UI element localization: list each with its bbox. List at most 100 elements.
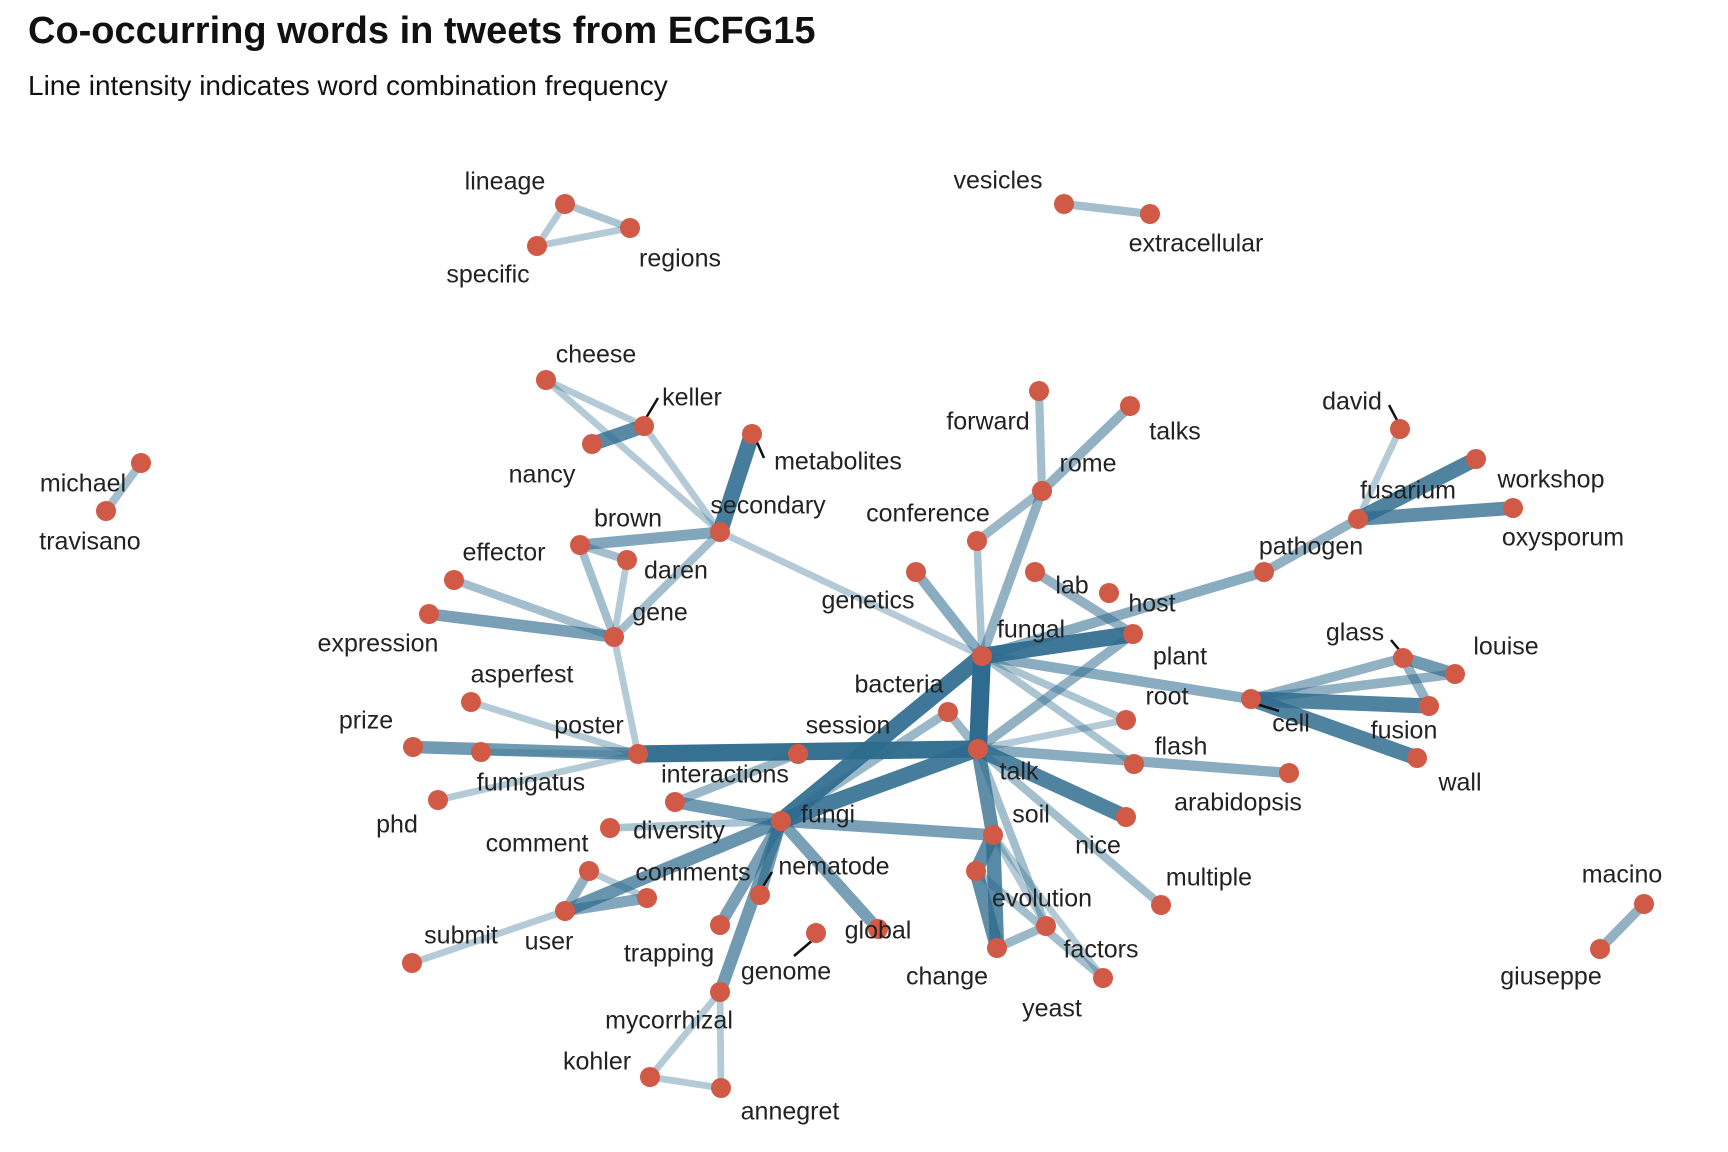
edge-forward-rome [1034,390,1047,492]
edge-rome-talks [1038,402,1134,495]
node-label-vesicles: vesicles [954,167,1043,195]
edge-comment-comments [587,867,649,902]
edge-fungal-root [980,652,1128,724]
node-root [1116,710,1136,730]
node-label-lineage: lineage [465,168,546,196]
edge-fungal-genetics [911,568,987,660]
node-label-david: david [1322,388,1382,416]
edge-talk-poster [637,740,979,763]
node-host [1123,624,1143,644]
node-label-fungal: fungal [997,616,1065,644]
edge-prize-poster [412,740,639,761]
node-label-travisano: travisano [39,528,140,556]
node-glass [1393,648,1413,668]
node-label-daren: daren [644,557,708,585]
node-poster [628,744,648,764]
node-label-nematode: nematode [778,853,889,881]
label-layer: lineage specific regions vesicles extracellu… [39,167,1662,1126]
node-user [555,901,575,921]
node-label-macino: macino [1582,861,1663,889]
node-interactions [665,792,685,812]
edge-interactions-session [673,749,800,807]
node-label-mycorrhizal: mycorrhizal [605,1007,733,1035]
node-label-conference: conference [866,500,990,528]
node-lineage [555,194,575,214]
edge-fungi-talk [778,741,981,829]
node-louise [1445,664,1465,684]
node-macino [1634,894,1654,914]
edge-talk-factors [974,747,1050,928]
node-label-oxysporum: oxysporum [1502,524,1624,552]
node-label-poster: poster [554,712,623,740]
node-nancy [582,434,602,454]
node-session [788,744,808,764]
node-workshop [1466,449,1486,469]
node-annegret [711,1078,731,1098]
node-label-expression: expression [318,630,439,658]
node-extracellular [1140,204,1160,224]
edge-brown-gene [576,543,618,639]
node-label-phd: phd [376,811,418,839]
node-metabolites [742,424,762,444]
edge-lineage-regions [563,200,632,232]
node-label-session: session [806,712,891,740]
edge-keller-secondary [641,424,723,534]
node-label-giuseppe: giuseppe [1500,963,1601,991]
node-label-factors: factors [1063,936,1138,964]
edge-fusarium-workshop [1354,452,1480,526]
node-oxysporum [1503,498,1523,518]
node-label-comment: comment [486,830,589,858]
edge-fungal-pathogen [980,567,1266,661]
edge-secondary-fungal [718,528,984,660]
edge-kohler-annegret [649,1073,722,1092]
node-label-fungi: fungi [801,801,855,829]
edge-soil-yeast [990,832,1106,981]
node-label-glass: glass [1326,619,1384,647]
edge-user-comments [564,892,648,917]
node-label-diversity: diversity [633,817,725,845]
node-label-comments: comments [635,859,750,887]
node-arabidopsis [1279,763,1299,783]
edge-asperfest-poster [469,698,640,758]
edge-fungal-flash [979,652,1137,768]
node-wall [1407,748,1427,768]
edge-cheese-keller [544,376,646,430]
node-label-extracellular: extracellular [1129,230,1264,258]
node-trapping [710,915,730,935]
node-plant [1099,583,1119,603]
edge-fungi-trapping [714,818,787,928]
leader-line-nematode [760,871,774,889]
node-global [868,919,888,939]
node-cheese [536,370,556,390]
node-soil [983,825,1003,845]
node-label-genetics: genetics [821,587,914,615]
node-expression [419,604,439,624]
node-flash [1124,754,1144,774]
edge-daren-gene [610,559,631,638]
node-label-secondary: secondary [710,492,826,520]
node-comment [579,861,599,881]
edge-talk-nice [974,742,1130,824]
leader-line-metabolites [754,439,766,459]
node-secondary [710,522,730,542]
edge-david-fusarium [1354,427,1404,521]
edge-rome-conference [974,487,1045,545]
node-label-host: host [1128,590,1175,618]
edge-phd-poster [437,750,639,804]
node-bacteria [938,702,958,722]
node-genetics [906,562,926,582]
node-pathogen [1254,562,1274,582]
node-label-trapping: trapping [624,940,714,968]
node-label-asperfest: asperfest [471,661,574,689]
node-gene [604,627,624,647]
node-cell [1241,689,1261,709]
node-label-metabolites: metabolites [774,448,902,476]
node-factors [1036,916,1056,936]
node-label-user: user [525,928,574,956]
node-fumigatus [471,742,491,762]
node-label-prize: prize [339,707,393,735]
edge-vesicles-extracellular [1063,199,1151,219]
edge-fungal-conference [973,540,986,657]
chart-subtitle: Line intensity indicates word combinatio… [28,70,668,101]
